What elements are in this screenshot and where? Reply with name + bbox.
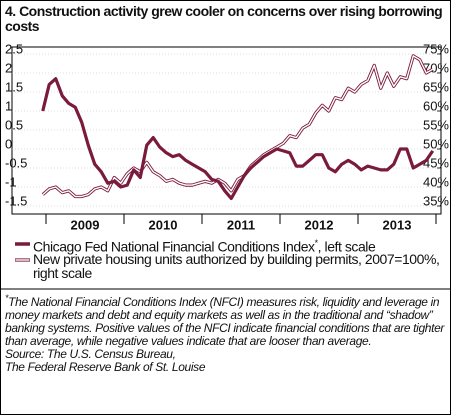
- y2-tick-label: 65%: [423, 79, 449, 94]
- line: [42, 55, 434, 198]
- footnote-marker: *: [314, 238, 319, 248]
- legend-entry: New private housing units authorized by …: [33, 252, 449, 280]
- plot-frame: [11, 46, 442, 215]
- y2-tick-label: 35%: [423, 193, 449, 208]
- x-tick-label: 2009: [71, 217, 100, 232]
- line: [41, 77, 435, 200]
- x-tick-label: 2010: [149, 217, 178, 232]
- legend-scale: , right scale: [33, 251, 440, 281]
- x-tick-label: 2013: [383, 217, 412, 232]
- y-tick-label: -0.5: [5, 155, 27, 170]
- y-tick-label: -1: [5, 174, 17, 189]
- chart-title: 4. Construction activity grew cooler on …: [5, 3, 443, 34]
- y-tick-label: 0: [5, 136, 12, 151]
- footnote: *The National Financial Conditions Index…: [5, 292, 447, 374]
- y-tick-label: 1.5: [5, 79, 23, 94]
- line-outline: [41, 54, 434, 199]
- x-tick-label: 2011: [227, 217, 255, 232]
- y-tick-label: 2: [5, 60, 12, 75]
- y2-tick-label: 45%: [423, 155, 449, 170]
- y-tick-label: -1.5: [5, 193, 27, 208]
- legend-label: New private housing units authorized by …: [33, 251, 436, 267]
- y2-tick-label: 55%: [423, 117, 449, 132]
- footnote-marker: *: [5, 293, 9, 303]
- source: Source: The U.S. Census Bureau,: [5, 347, 176, 361]
- y-tick-label: 1: [5, 98, 12, 113]
- legend-entry: Chicago Fed National Financial Condition…: [33, 236, 449, 254]
- y-tick-label: 2.5: [5, 41, 23, 56]
- y-tick-label: 0.5: [5, 117, 23, 132]
- y2-tick-label: 50%: [423, 136, 449, 151]
- legend-label: Chicago Fed National Financial Condition…: [33, 238, 315, 255]
- footnote-text: *The National Financial Conditions Index…: [5, 292, 447, 348]
- y2-tick-label: 75%: [423, 41, 449, 56]
- source: The Federal Reserve Bank of St. Louise: [5, 360, 206, 374]
- footnote-body: The National Financial Conditions Index …: [5, 295, 445, 348]
- legend-scale: , left scale: [317, 238, 376, 255]
- x-tick-label: 2012: [305, 217, 334, 232]
- y2-tick-label: 60%: [423, 98, 449, 113]
- y2-tick-label: 40%: [423, 174, 449, 189]
